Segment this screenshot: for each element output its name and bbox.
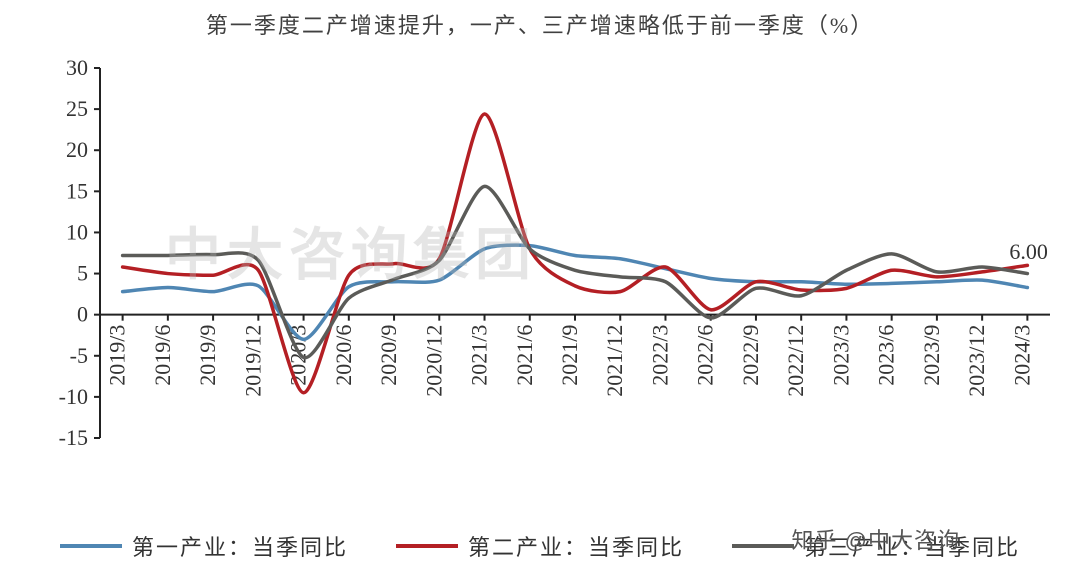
svg-text:5: 5: [77, 261, 88, 286]
svg-text:10: 10: [66, 219, 88, 244]
svg-text:2019/6: 2019/6: [150, 325, 175, 386]
svg-text:20: 20: [66, 137, 88, 162]
svg-text:0: 0: [77, 302, 88, 327]
svg-text:-15: -15: [59, 425, 88, 450]
legend-swatch-icon: [60, 544, 122, 548]
svg-text:-5: -5: [70, 343, 88, 368]
svg-text:2019/3: 2019/3: [105, 325, 130, 386]
svg-text:2023/12: 2023/12: [964, 325, 989, 397]
svg-text:2022/6: 2022/6: [693, 325, 718, 386]
legend-item-primary: 第一产业：当季同比: [60, 530, 348, 562]
svg-text:2019/12: 2019/12: [240, 325, 265, 397]
svg-text:2021/12: 2021/12: [602, 325, 627, 397]
svg-text:25: 25: [66, 96, 88, 121]
svg-text:2023/3: 2023/3: [828, 325, 853, 386]
svg-text:2019/9: 2019/9: [195, 325, 220, 386]
legend-swatch-icon: [396, 544, 458, 548]
svg-text:30: 30: [66, 55, 88, 80]
svg-text:2021/9: 2021/9: [557, 325, 582, 386]
svg-text:2022/9: 2022/9: [738, 325, 763, 386]
svg-text:2021/3: 2021/3: [467, 325, 492, 386]
overlay-watermark: 知乎 @中大咨询: [792, 523, 960, 555]
legend-label: 第一产业：当季同比: [132, 530, 348, 562]
background-watermark: 中大咨询集团: [165, 210, 537, 291]
svg-text:2023/6: 2023/6: [874, 325, 899, 386]
svg-text:-10: -10: [59, 384, 88, 409]
svg-text:2023/9: 2023/9: [919, 325, 944, 386]
chart-container: 第一季度二产增速提升，一产、三产增速略低于前一季度（%） 中大咨询集团 -15-…: [0, 0, 1080, 579]
line-chart: -15 -10 -5 0 5 10 15 20 25 30 2019/3 2019/6 2019/9 20…: [0, 0, 1080, 579]
chart-title: 第一季度二产增速提升，一产、三产增速略低于前一季度（%）: [0, 8, 1080, 40]
svg-text:2022/12: 2022/12: [783, 325, 808, 397]
svg-text:2024/3: 2024/3: [1009, 325, 1034, 386]
legend-item-secondary: 第二产业：当季同比: [396, 530, 684, 562]
svg-text:2020/12: 2020/12: [421, 325, 446, 397]
svg-text:15: 15: [66, 178, 88, 203]
svg-text:2020/9: 2020/9: [376, 325, 401, 386]
svg-text:2020/6: 2020/6: [331, 325, 356, 386]
last-point-annotation: 6.00: [1009, 239, 1048, 265]
legend-swatch-icon: [732, 544, 794, 548]
svg-text:2021/6: 2021/6: [512, 325, 537, 386]
legend-label: 第二产业：当季同比: [468, 530, 684, 562]
svg-text:2022/3: 2022/3: [647, 325, 672, 386]
